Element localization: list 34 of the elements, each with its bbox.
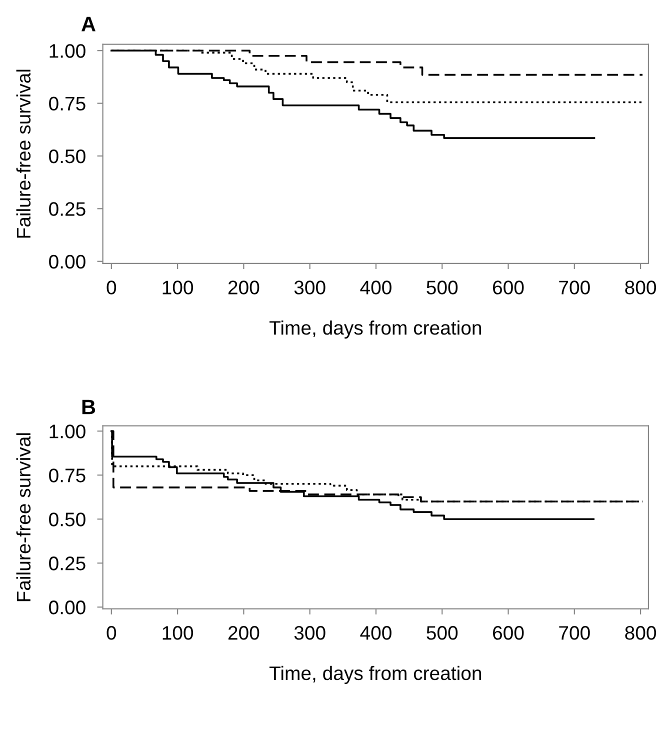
x-tick-label: 600: [493, 280, 524, 294]
x-tick-label: 100: [162, 626, 194, 640]
y-axis-title: Failure-free survival: [16, 433, 31, 602]
chart-title: A: [82, 16, 96, 32]
y-tick-label: 0.75: [49, 96, 86, 111]
y-tick-label: 0.00: [49, 254, 86, 269]
x-tick-label: 300: [294, 280, 326, 294]
y-tick-label: 0.50: [49, 512, 86, 526]
x-tick-label: 400: [360, 626, 392, 640]
x-tick-label: 700: [559, 626, 590, 640]
x-tick-label: 200: [228, 626, 260, 640]
y-tick-label: 1.00: [50, 44, 86, 58]
x-tick-label: 500: [426, 626, 458, 640]
x-tick-label: 600: [493, 626, 524, 640]
y-tick-label: 0.50: [49, 149, 86, 164]
x-tick-label: 800: [625, 626, 656, 640]
x-tick-label: 500: [426, 280, 458, 294]
x-tick-label: 300: [294, 626, 326, 640]
x-tick-label: 100: [162, 280, 194, 294]
chart-title: B: [82, 400, 96, 414]
x-tick-label: 800: [625, 280, 656, 294]
y-tick-label: 1.00: [50, 424, 86, 438]
x-tick-label: 0: [106, 280, 116, 294]
x-tick-label: 0: [106, 626, 116, 640]
x-axis-title: Time, days from creation: [269, 666, 482, 684]
y-tick-label: 0.75: [49, 468, 86, 482]
x-tick-label: 200: [228, 280, 260, 294]
y-tick-label: 0.00: [49, 600, 86, 614]
x-tick-label: 700: [559, 280, 590, 294]
y-tick-label: 0.25: [49, 202, 86, 216]
y-axis-title: Failure-free survival: [16, 70, 31, 238]
y-tick-label: 0.25: [49, 556, 86, 570]
x-tick-label: 400: [360, 280, 392, 294]
x-axis-title: Time, days from creation: [269, 320, 482, 339]
